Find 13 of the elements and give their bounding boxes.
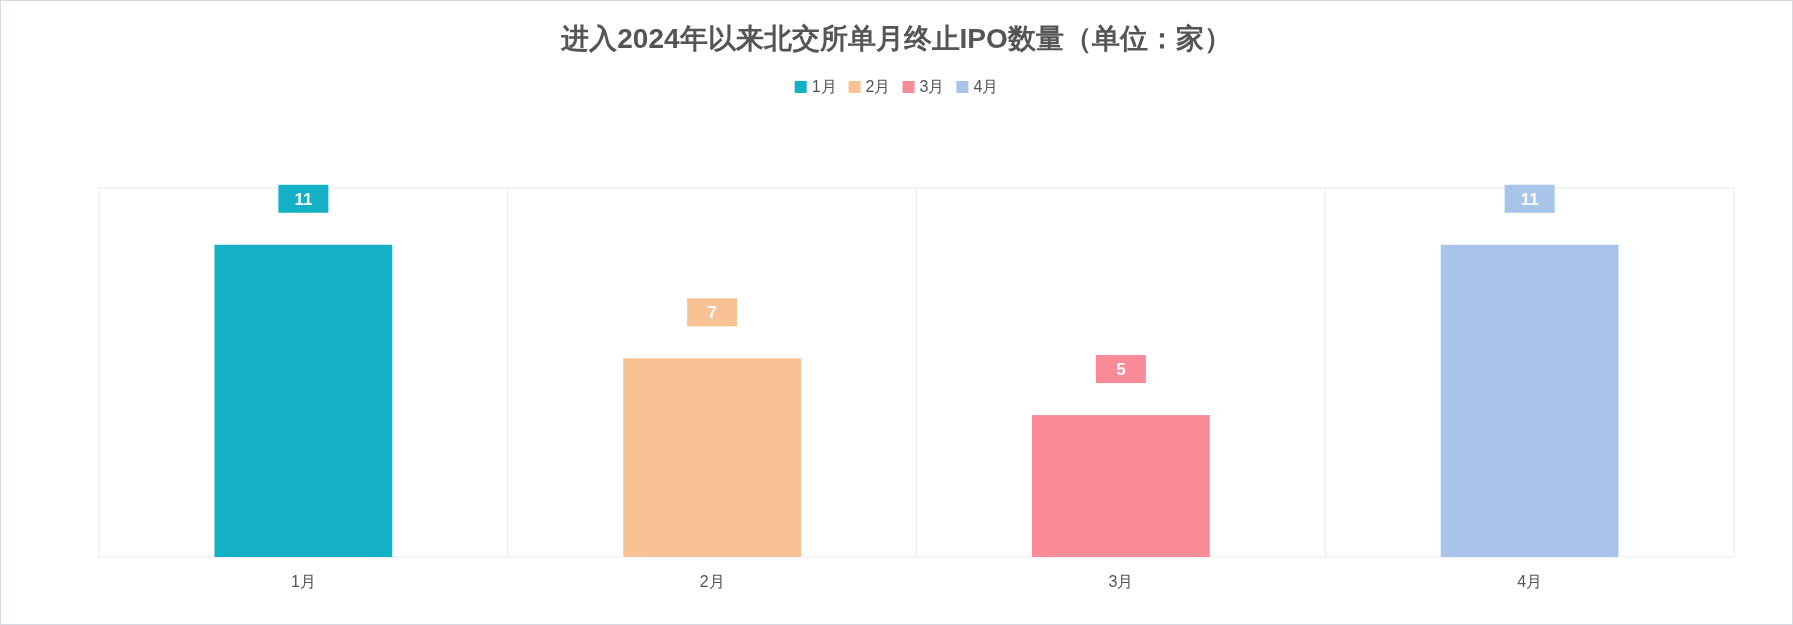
data-label: 5 <box>1116 360 1126 380</box>
x-tick-label: 3月 <box>1108 573 1134 590</box>
x-tick-label: 2月 <box>699 573 725 590</box>
legend-label: 3月 <box>919 78 945 95</box>
chart-title: 进入2024年以来北交所单月终止IPO数量（单位：家） <box>561 23 1232 54</box>
x-tick-label: 1月 <box>290 573 316 590</box>
data-label: 11 <box>1520 189 1539 209</box>
legend-label: 2月 <box>865 78 891 95</box>
data-label: 11 <box>294 189 313 209</box>
legend-label: 1月 <box>811 78 837 95</box>
data-label: 7 <box>707 303 717 323</box>
legend-label: 4月 <box>973 78 999 95</box>
x-tick-label: 4月 <box>1517 573 1543 590</box>
